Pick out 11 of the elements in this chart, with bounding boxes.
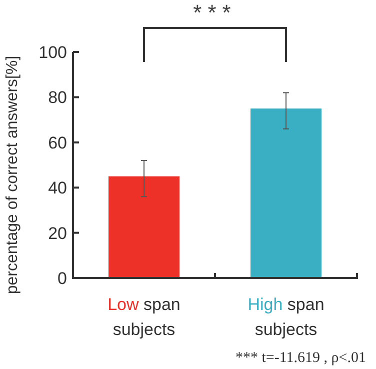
x-tick-label: Low span subjects xyxy=(108,295,180,339)
y-tick-label: 60 xyxy=(48,133,67,152)
y-tick-label: 20 xyxy=(48,224,67,243)
y-tick-label: 100 xyxy=(38,42,67,62)
y-tick-label: 0 xyxy=(58,268,67,288)
y-axis-title: percentage of correct answers[%] xyxy=(4,56,21,294)
x-tick-label: High span subjects xyxy=(248,295,324,339)
text: *** t=-11.619 , ρ<.01 xyxy=(235,350,366,366)
y-tick-label: 80 xyxy=(48,88,67,108)
y-tick-label: 40 xyxy=(48,178,67,198)
text: *** xyxy=(193,0,237,25)
